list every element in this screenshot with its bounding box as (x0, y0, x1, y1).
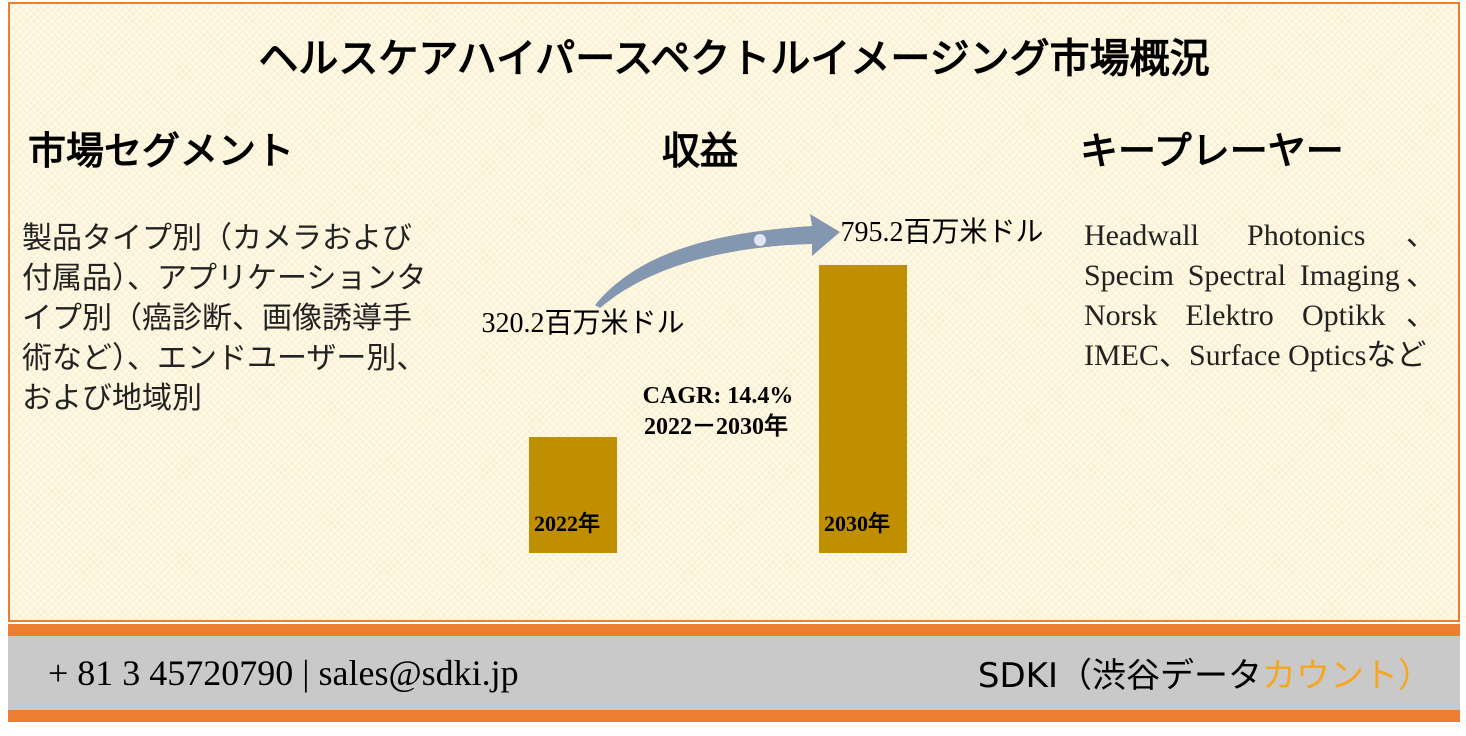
arrow-dot (754, 234, 766, 246)
players-text: Headwall Photonics、Specim Spectral Imagi… (1084, 219, 1436, 372)
bar (819, 265, 907, 553)
footer-band (8, 710, 1460, 722)
brand-text: SDKI（渋谷データ (977, 656, 1262, 696)
year-label: 2022年 (534, 511, 600, 536)
revenue-heading: 収益 (662, 131, 739, 173)
segments-heading: 市場セグメント (28, 131, 295, 173)
panel: ヘルスケアハイパースペクトルイメージング市場概況 市場セグメント 収益 キープレ… (8, 2, 1460, 622)
value-label: 795.2百万米ドル (840, 216, 1043, 248)
year-label: 2030年 (824, 511, 890, 536)
title: ヘルスケアハイパースペクトルイメージング市場概況 (258, 36, 1210, 81)
period: 2022－2030年 (644, 412, 788, 440)
brand: SDKI（渋谷データカウント） (978, 648, 1432, 697)
cagr: CAGR: 14.4% (643, 383, 794, 409)
segments-text: 製品タイプ別（カメラおよび付属品）、アプリケーションタイプ別（癌診断、画像誘導手… (22, 222, 427, 415)
value-label: 320.2百万米ドル (481, 307, 684, 339)
contact: + 81 3 45720790 | sales@sdki.jp (48, 653, 519, 693)
growth-arrow (595, 214, 840, 308)
brand-accent: カウント） (1262, 656, 1432, 696)
footer: + 81 3 45720790 | sales@sdki.jp SDKI（渋谷デ… (8, 636, 1460, 710)
bar (529, 437, 617, 553)
players-heading: キープレーヤー (1080, 131, 1344, 173)
footer-band (8, 624, 1460, 636)
